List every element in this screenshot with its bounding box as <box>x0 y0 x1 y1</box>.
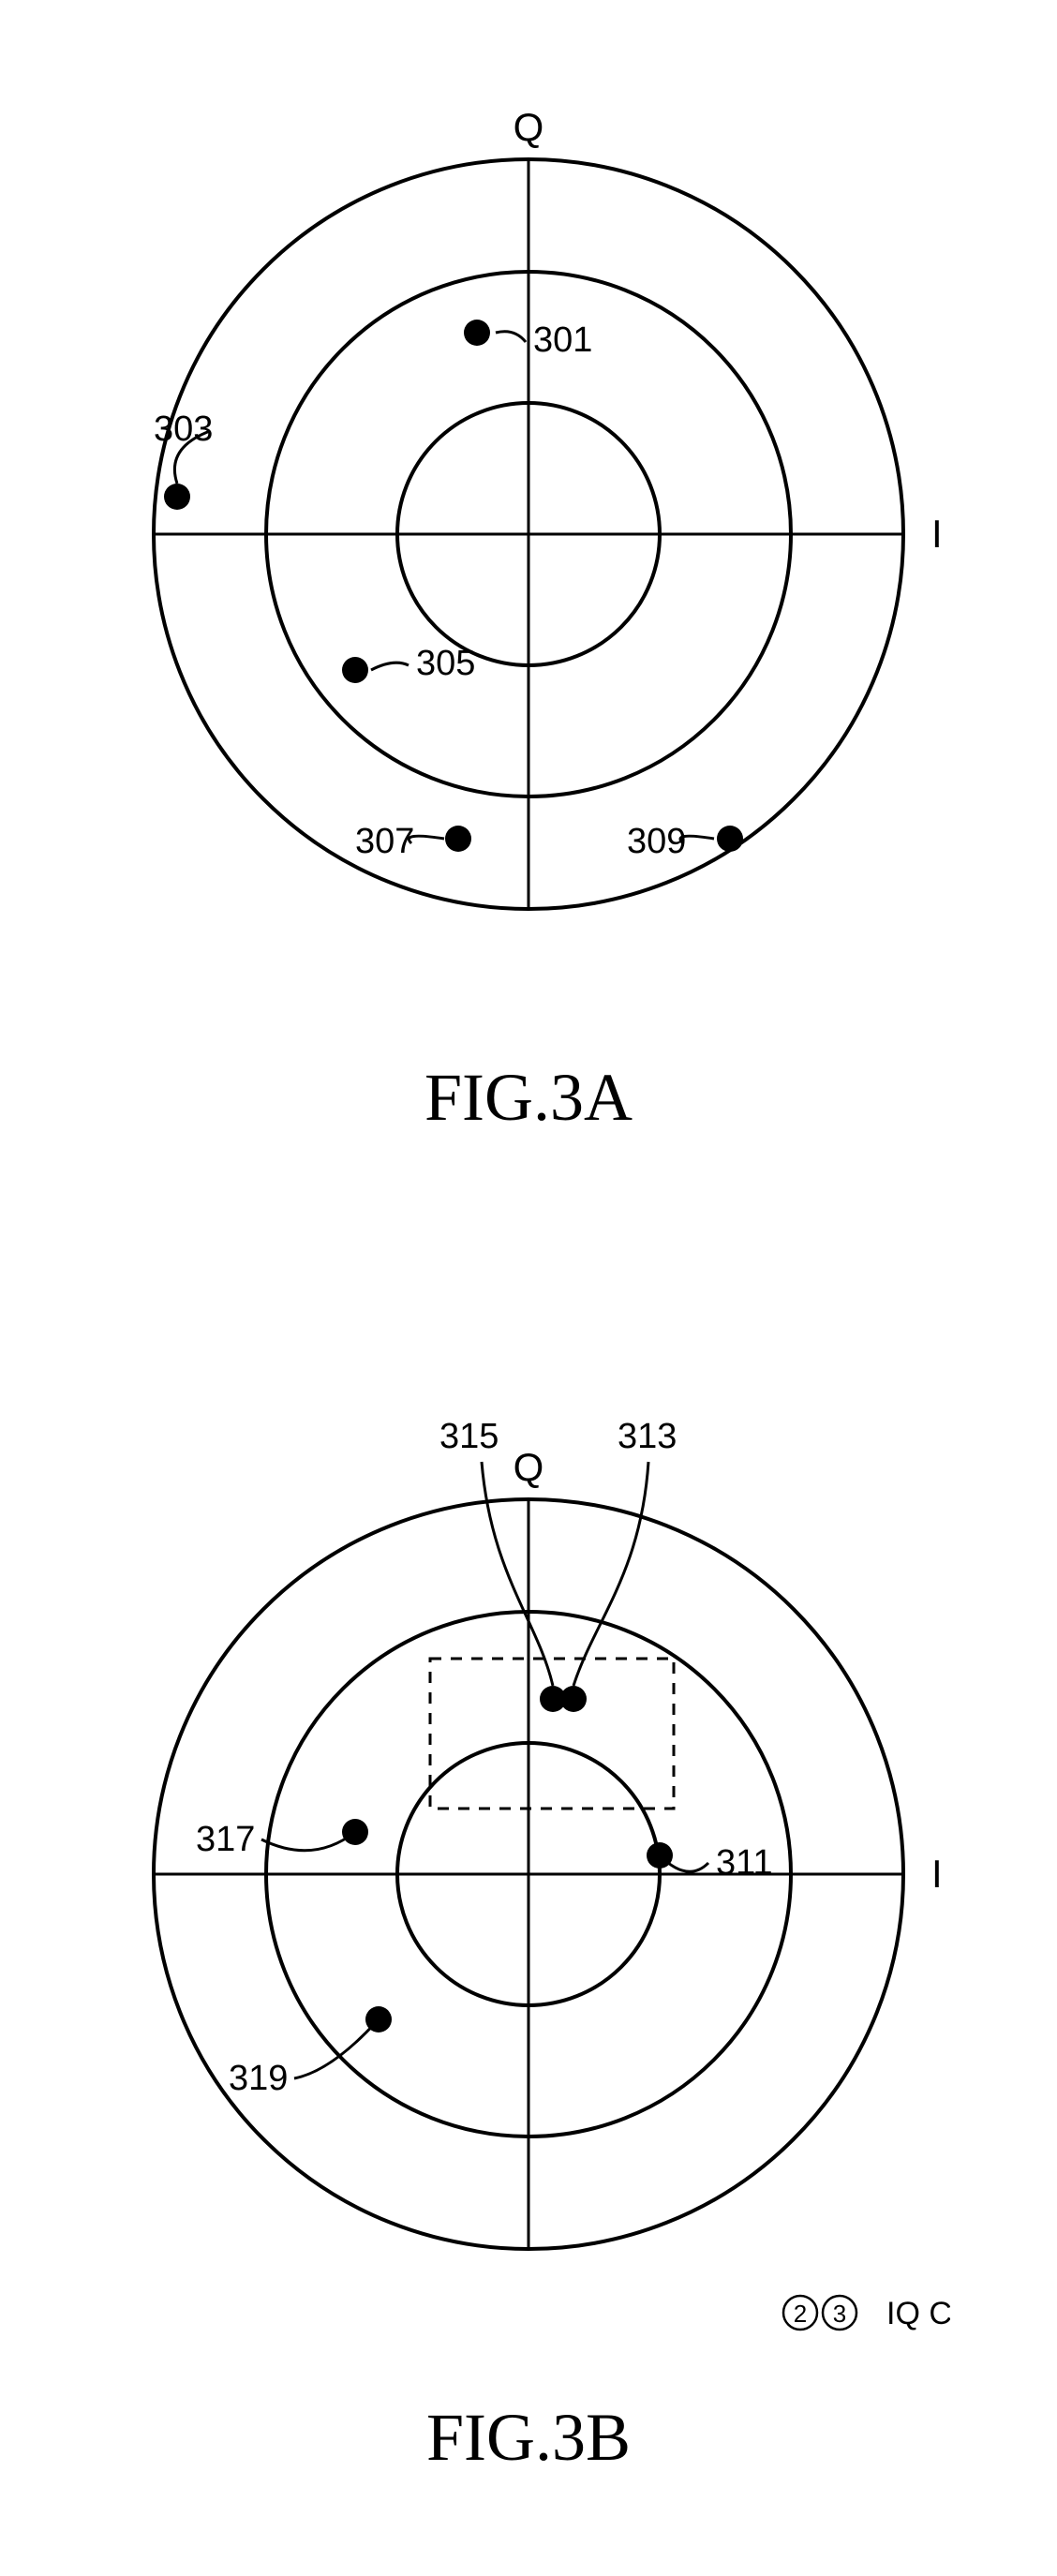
figure-3a-container: Q I 301 303 305 307 309 FIG.3A <box>0 19 1057 1137</box>
label-305: 305 <box>416 644 475 683</box>
point-309 <box>717 826 743 852</box>
point-311 <box>647 1842 673 1869</box>
footnote-iq-conflict: 23 IQ Conflict <box>783 2296 950 2331</box>
svg-text:3: 3 <box>833 2300 846 2328</box>
label-319: 319 <box>229 2059 288 2098</box>
point-303 <box>164 484 190 510</box>
svg-text:2: 2 <box>794 2300 807 2328</box>
label-307: 307 <box>355 822 414 861</box>
label-313: 313 <box>618 1417 677 1456</box>
svg-text:IQ Conflict: IQ Conflict <box>886 2296 950 2331</box>
figure-3b-container: Q I 311 313 315 317 319 23 IQ Conflict FIG.3B <box>0 1312 1057 2477</box>
q-axis-label: Q <box>514 105 544 149</box>
point-305 <box>342 657 368 683</box>
figure-3a-svg: Q I 301 303 305 307 309 <box>107 19 950 1003</box>
point-301 <box>464 320 490 346</box>
point-317 <box>342 1819 368 1845</box>
figure-3b-svg: Q I 311 313 315 317 319 23 IQ Conflict <box>107 1312 950 2343</box>
point-307 <box>445 826 471 852</box>
i-axis-label: I <box>931 1852 943 1896</box>
figure-3a-caption: FIG.3A <box>0 1059 1057 1137</box>
label-309: 309 <box>627 822 686 861</box>
q-axis-label: Q <box>514 1445 544 1489</box>
label-317: 317 <box>196 1820 255 1859</box>
label-303: 303 <box>154 409 213 449</box>
figure-3b-caption: FIG.3B <box>0 2399 1057 2477</box>
point-315 <box>540 1686 566 1712</box>
label-301: 301 <box>533 320 592 360</box>
label-311: 311 <box>716 1843 773 1883</box>
i-axis-label: I <box>931 512 943 556</box>
label-315: 315 <box>439 1417 499 1456</box>
point-319 <box>365 2006 392 2033</box>
